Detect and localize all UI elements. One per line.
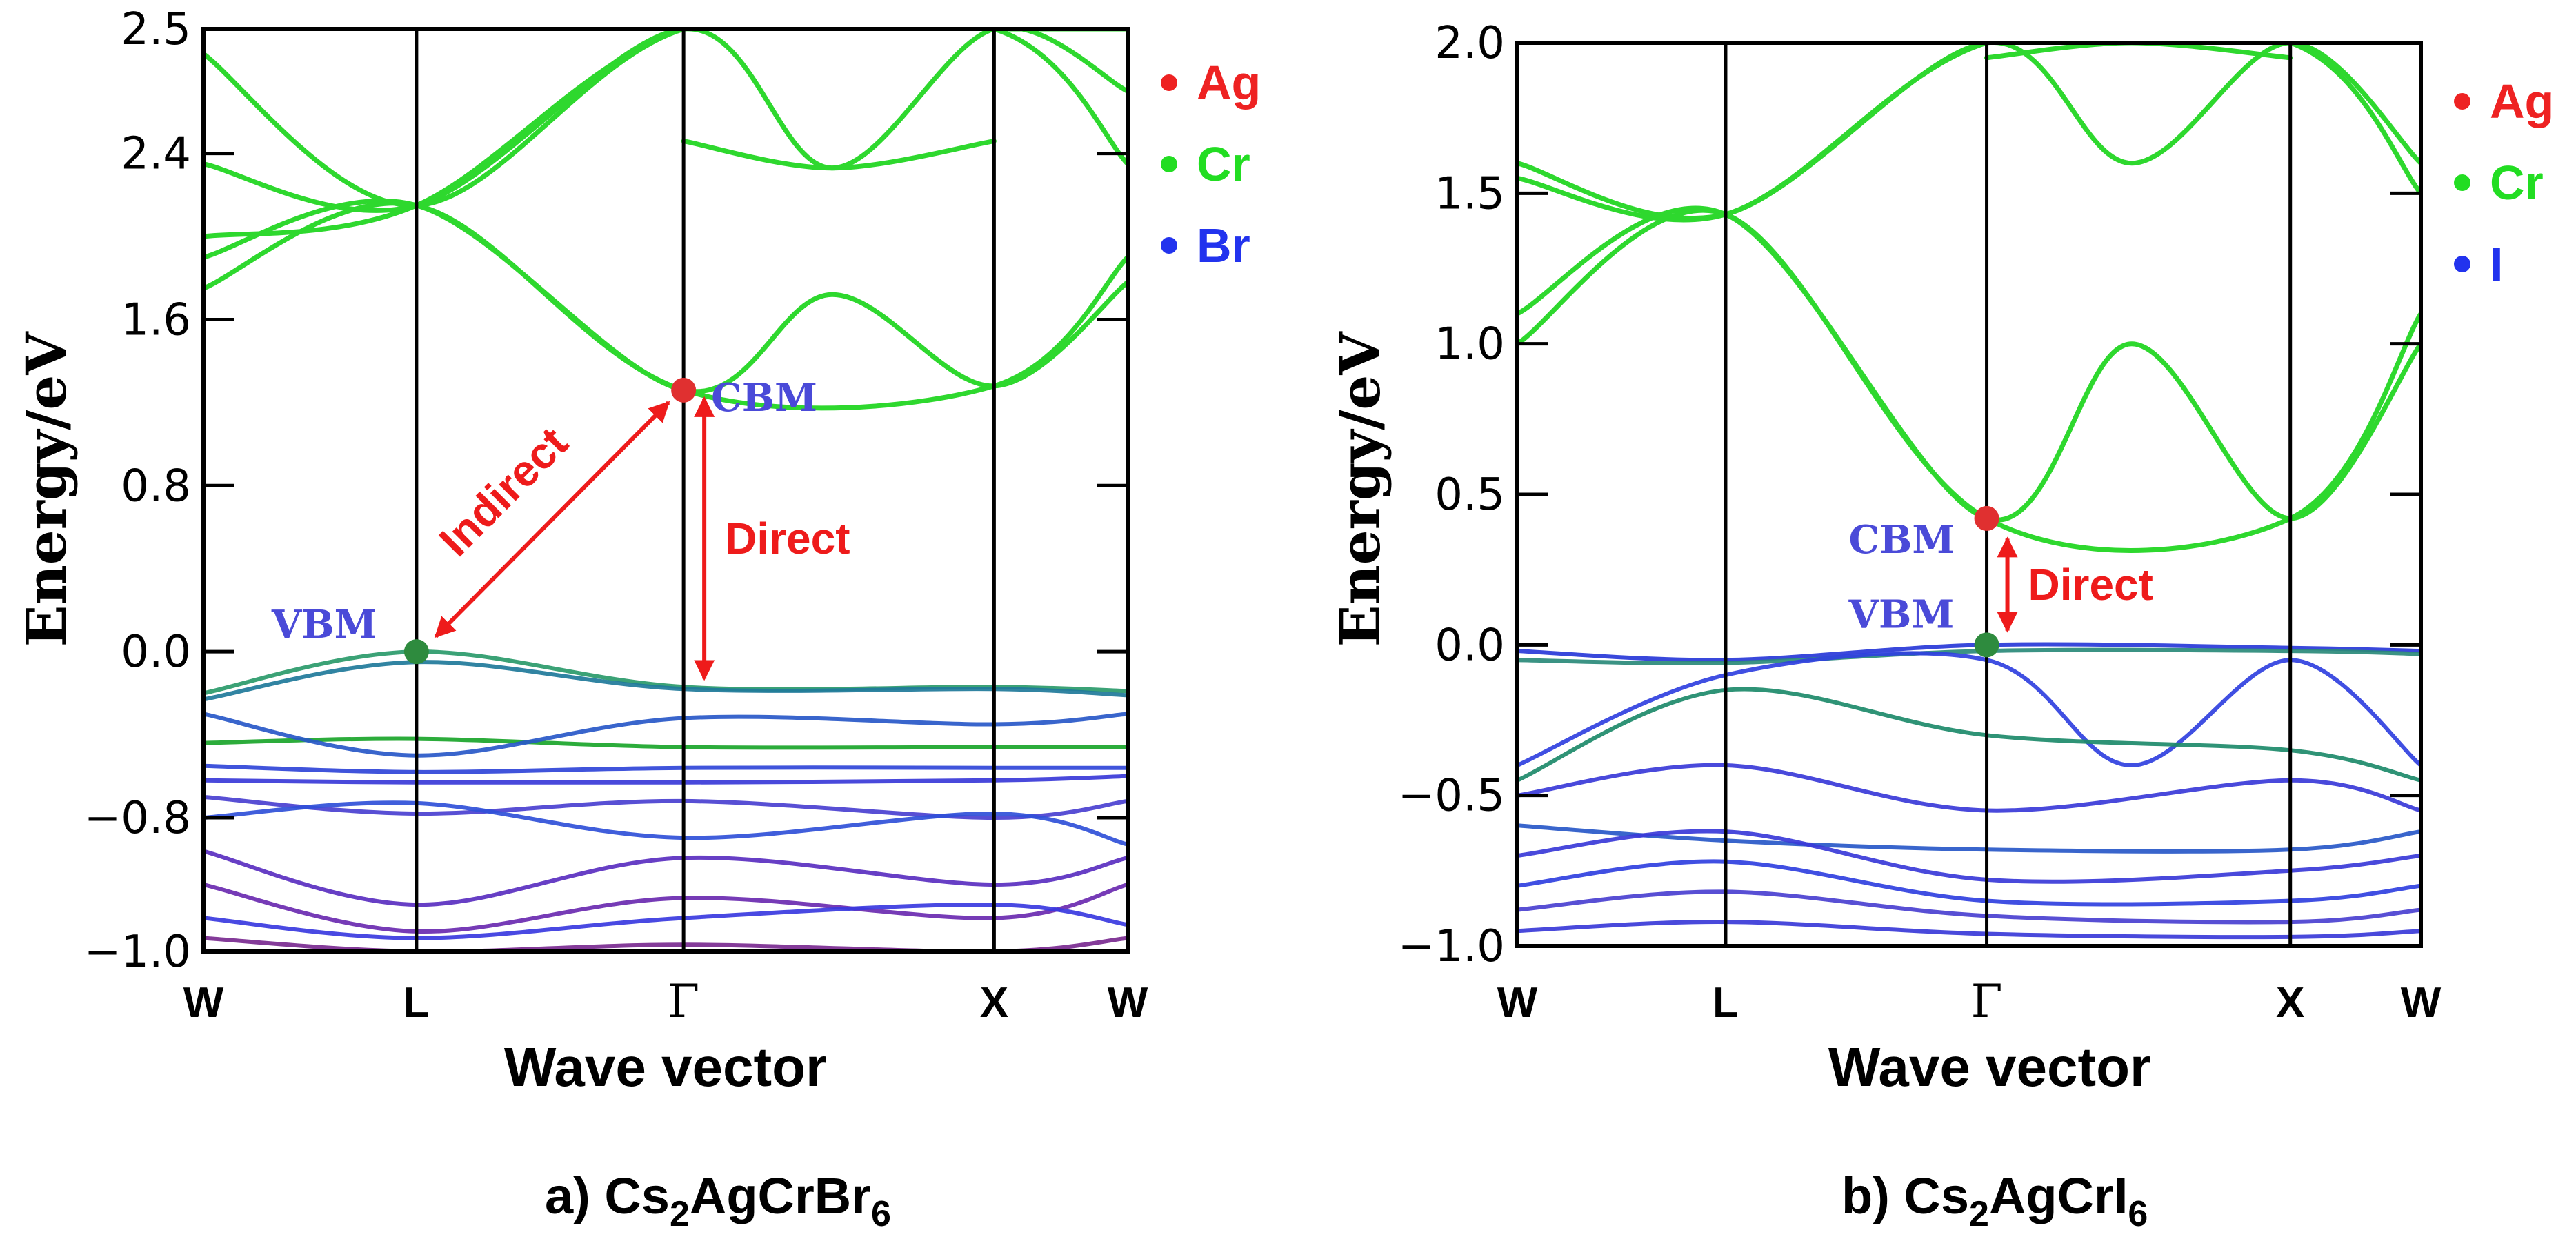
legend-dot bbox=[1161, 237, 1177, 254]
k-tick-label: Γ bbox=[1971, 975, 2003, 1028]
y-tick-label: 0.8 bbox=[121, 461, 191, 512]
panel-caption: b) Cs2AgCrI6 bbox=[1841, 1167, 2148, 1234]
valence-band-vb9 bbox=[1517, 889, 2421, 925]
conduction-band-cb5 bbox=[1984, 43, 2293, 61]
y-tick-label: −0.5 bbox=[1398, 771, 1505, 822]
caption-part: Cs bbox=[1904, 1167, 1969, 1224]
k-tick-label: W bbox=[1108, 979, 1148, 1027]
valence-band-vb5 bbox=[203, 763, 1128, 774]
valence-band-vb3 bbox=[1517, 651, 2421, 768]
caption-subscript: 6 bbox=[2128, 1194, 2148, 1234]
legend-dot bbox=[2454, 93, 2470, 110]
caption-subscript: 2 bbox=[670, 1194, 690, 1234]
cbm-marker bbox=[671, 377, 697, 403]
valence-band-vb7 bbox=[1517, 829, 2421, 884]
panel-b: W L Γ X W 2.0 1.5 1.0 0.5 0.0 −0.5 −1.0 Energy/eV Wav… bbox=[1328, 18, 2554, 1234]
conduction-band-cb3 bbox=[203, 29, 1128, 239]
valence-band-vb6 bbox=[203, 774, 1128, 785]
k-tick-label: L bbox=[1713, 979, 1739, 1027]
y-axis-label: Energy/eV bbox=[14, 331, 79, 647]
y-tick-label: 0.0 bbox=[121, 627, 191, 678]
bands-group bbox=[203, 29, 1128, 951]
valence-band-vb9 bbox=[203, 849, 1128, 907]
valence-band-vb6 bbox=[1517, 823, 2421, 854]
caption-subscript: 2 bbox=[1969, 1194, 1989, 1234]
panel-a: W L Γ X W 2.5 2.4 1.6 0.8 0.0 −0.8 −1.0 Energy/eV Wav… bbox=[14, 4, 1261, 1234]
bands-group bbox=[1517, 43, 2421, 940]
legend-dot bbox=[2454, 174, 2470, 191]
indirect-transition-arrow bbox=[434, 401, 670, 638]
legend-label: Br bbox=[1197, 219, 1250, 272]
y-tick-label: 0.0 bbox=[1435, 620, 1505, 671]
vbm-label: VBM bbox=[271, 602, 377, 647]
legend-label: I bbox=[2490, 237, 2503, 291]
vbm-label: VBM bbox=[1848, 592, 1955, 637]
y-axis-label: Energy/eV bbox=[1328, 331, 1392, 647]
valence-band-vb4 bbox=[203, 712, 1128, 758]
legend-label: Cr bbox=[2490, 156, 2544, 210]
cbm-marker bbox=[1974, 505, 1999, 531]
caption-prefix: a) bbox=[545, 1167, 604, 1224]
valence-band-vb8 bbox=[1517, 859, 2421, 907]
legend-dot bbox=[1161, 156, 1177, 172]
cbm-label: CBM bbox=[711, 375, 817, 421]
direct-label: Direct bbox=[2028, 560, 2153, 609]
caption-subscript: 6 bbox=[871, 1194, 891, 1234]
y-tick-label: 2.5 bbox=[121, 4, 191, 55]
y-tick-label: 1.0 bbox=[1435, 319, 1505, 370]
y-tick-label: 2.0 bbox=[1435, 18, 1505, 69]
valence-band-vb10 bbox=[1517, 920, 2421, 940]
legend-label: Ag bbox=[1197, 56, 1261, 110]
x-axis-label: Wave vector bbox=[1828, 1036, 2151, 1098]
valence-band-vb10 bbox=[203, 883, 1128, 934]
legend-label: Ag bbox=[2490, 74, 2554, 128]
conduction-band-cb5 bbox=[203, 29, 1128, 208]
vbm-marker bbox=[403, 639, 429, 665]
plot-frame bbox=[201, 27, 1130, 954]
conduction-band-cb6 bbox=[681, 139, 997, 171]
valence-band-vb5 bbox=[1517, 763, 2421, 813]
caption-prefix: b) bbox=[1841, 1167, 1904, 1224]
y-tick-label: −1.0 bbox=[1398, 921, 1505, 972]
conduction-band-cb1 bbox=[1517, 208, 2421, 553]
indirect-label: Indirect bbox=[430, 418, 577, 566]
cbm-label: CBM bbox=[1849, 517, 1955, 563]
caption-part: Cs bbox=[604, 1167, 670, 1224]
conduction-band-cb2 bbox=[203, 198, 1128, 394]
caption-part: AgCrBr bbox=[690, 1167, 871, 1224]
legend-dot bbox=[2454, 256, 2470, 272]
caption-part: AgCrI bbox=[1989, 1167, 2128, 1224]
y-tick-label: 0.5 bbox=[1435, 470, 1505, 521]
valence-band-vb2 bbox=[203, 660, 1128, 702]
y-tick-label: 1.5 bbox=[1435, 168, 1505, 219]
valence-band-vb4 bbox=[1517, 687, 2421, 783]
y-tick-label: −1.0 bbox=[84, 927, 191, 978]
legend-label: Cr bbox=[1197, 137, 1250, 191]
conduction-band-cb1 bbox=[203, 201, 1128, 411]
y-tick-label: 2.4 bbox=[121, 129, 191, 180]
legend-dot bbox=[1161, 74, 1177, 91]
y-tick-label: 1.6 bbox=[121, 294, 191, 345]
x-axis-label: Wave vector bbox=[504, 1036, 827, 1098]
panel-caption: a) Cs2AgCrBr6 bbox=[545, 1167, 891, 1234]
conduction-band-cb4 bbox=[1517, 43, 2421, 223]
vbm-marker bbox=[1974, 632, 1999, 658]
k-tick-label: W bbox=[183, 979, 224, 1027]
k-tick-label: W bbox=[1497, 979, 1538, 1027]
k-tick-label: X bbox=[980, 979, 1008, 1027]
k-tick-label: X bbox=[2276, 979, 2304, 1027]
direct-label: Direct bbox=[725, 514, 850, 563]
y-tick-label: −0.8 bbox=[84, 793, 191, 844]
k-tick-label: W bbox=[2401, 979, 2442, 1027]
k-tick-label: Γ bbox=[668, 975, 699, 1028]
conduction-band-cb2 bbox=[1517, 205, 2421, 523]
conduction-band-cb3 bbox=[1517, 43, 2421, 221]
k-tick-label: L bbox=[403, 979, 430, 1027]
conduction-band-cb4 bbox=[203, 29, 1128, 213]
